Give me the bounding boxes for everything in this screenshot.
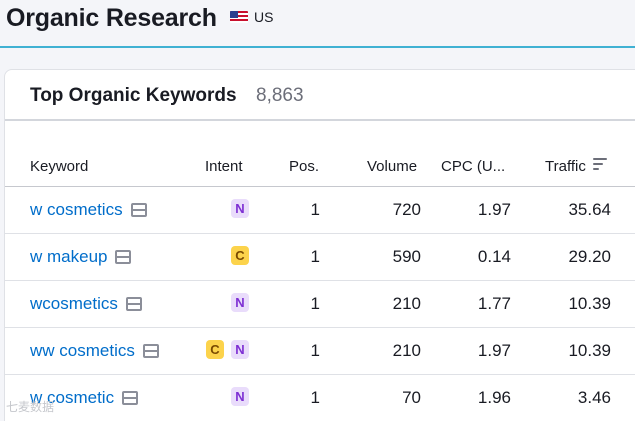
serp-features-icon[interactable] — [125, 297, 142, 311]
watermark: 七麦数据 — [6, 400, 55, 414]
volume-value: 210 — [392, 294, 421, 313]
column-header-intent[interactable]: Intent — [205, 158, 243, 175]
keyword-link[interactable]: w cosmetic — [30, 388, 139, 408]
position-value: 1 — [310, 388, 320, 407]
volume-value: 720 — [392, 200, 421, 219]
sort-descending-icon[interactable] — [593, 157, 607, 171]
cpc-value: 0.14 — [477, 247, 511, 266]
intent-badge-navigational[interactable]: N — [231, 340, 249, 359]
us-flag-icon — [230, 11, 248, 23]
traffic-value: 29.20 — [568, 247, 611, 266]
table-row: ww cosmetics C N 1 210 1.97 10.39 — [5, 328, 635, 375]
traffic-value: 3.46 — [577, 388, 611, 407]
intent-badge-navigational[interactable]: N — [231, 293, 249, 312]
position-value: 1 — [310, 200, 320, 219]
traffic-value: 10.39 — [568, 294, 611, 313]
volume-value: 590 — [392, 247, 421, 266]
card-title: Top Organic Keywords — [30, 85, 237, 106]
traffic-value: 35.64 — [568, 200, 611, 219]
table-row: w makeup C 1 590 0.14 29.20 — [5, 234, 635, 281]
keyword-link[interactable]: ww cosmetics — [30, 341, 159, 361]
serp-features-icon[interactable] — [142, 344, 159, 358]
page-title: Organic Research — [6, 4, 217, 32]
card-header: Top Organic Keywords 8,863 — [5, 70, 635, 121]
cpc-value: 1.97 — [477, 200, 511, 219]
column-header-keyword[interactable]: Keyword — [30, 158, 89, 175]
cpc-value: 1.97 — [477, 341, 511, 360]
intent-badge-commercial[interactable]: C — [231, 246, 249, 265]
volume-value: 70 — [402, 388, 421, 407]
keyword-count: 8,863 — [256, 85, 304, 106]
column-header-cpc[interactable]: CPC (U... — [441, 158, 506, 175]
column-header-position[interactable]: Pos. — [289, 158, 320, 175]
serp-features-icon[interactable] — [130, 203, 147, 217]
keyword-text[interactable]: ww cosmetics — [30, 341, 135, 360]
position-value: 1 — [310, 294, 320, 313]
intent-badge-navigational[interactable]: N — [231, 199, 249, 218]
top-organic-keywords-card: Top Organic Keywords 8,863 Keyword Inten… — [4, 69, 635, 421]
keyword-link[interactable]: w makeup — [30, 247, 132, 267]
traffic-value: 10.39 — [568, 341, 611, 360]
table-row: wcosmetics N 1 210 1.77 10.39 — [5, 281, 635, 328]
cpc-value: 1.96 — [477, 388, 511, 407]
intent-badge-commercial[interactable]: C — [206, 340, 224, 359]
position-value: 1 — [310, 247, 320, 266]
table-row: w cosmetics N 1 720 1.97 35.64 — [5, 187, 635, 234]
serp-features-icon[interactable] — [115, 250, 132, 264]
intent-badge-navigational[interactable]: N — [231, 387, 249, 406]
volume-value: 210 — [392, 341, 421, 360]
table-row: w cosmetic N 1 70 1.96 3.46 — [5, 375, 635, 421]
keyword-text[interactable]: w cosmetics — [30, 200, 123, 219]
cpc-value: 1.77 — [477, 294, 511, 313]
keyword-link[interactable]: wcosmetics — [30, 294, 142, 314]
keyword-text[interactable]: wcosmetics — [30, 294, 118, 313]
position-value: 1 — [310, 341, 320, 360]
page-header: Organic Research US — [0, 0, 635, 48]
keyword-text[interactable]: w makeup — [30, 247, 108, 266]
column-header-traffic[interactable]: Traffic — [545, 158, 586, 175]
database-label[interactable]: US — [254, 9, 274, 25]
table-header-divider — [5, 186, 635, 187]
keyword-link[interactable]: w cosmetics — [30, 200, 147, 220]
serp-features-icon[interactable] — [122, 391, 139, 405]
column-header-volume[interactable]: Volume — [367, 158, 418, 175]
keyword-text[interactable]: w cosmetic — [30, 388, 115, 407]
